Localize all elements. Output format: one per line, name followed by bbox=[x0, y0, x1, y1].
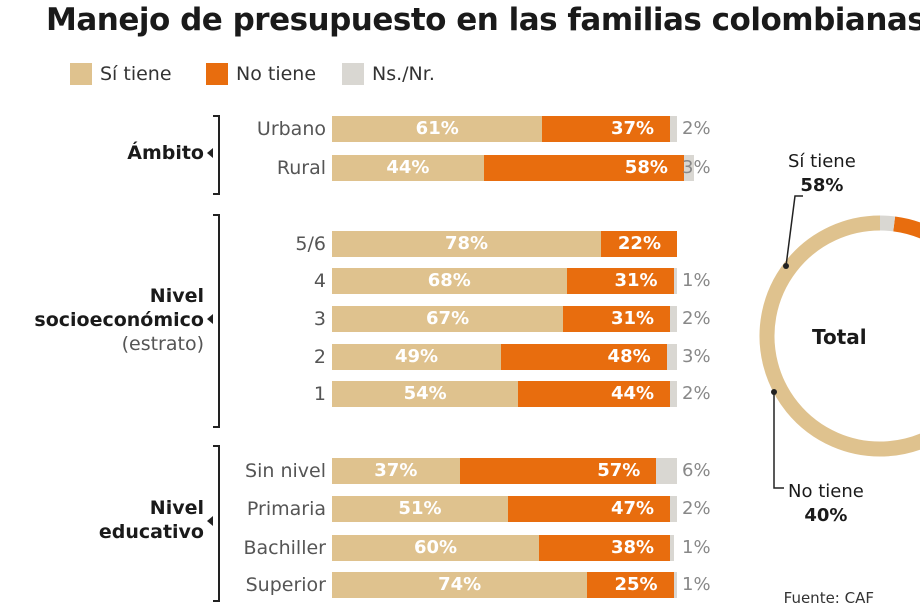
nsnr-value-label: 2% bbox=[682, 308, 711, 329]
bar-segment-nsnr bbox=[683, 155, 695, 181]
bar-segment-no: 22% bbox=[601, 231, 677, 257]
source-note: Fuente: CAF bbox=[783, 589, 874, 607]
group-label-ambito-text: Ámbito bbox=[127, 142, 204, 164]
legend-label-nsnr: Ns./Nr. bbox=[372, 63, 435, 85]
bar-segment-nsnr bbox=[670, 306, 677, 332]
nsnr-value-label: 2% bbox=[682, 498, 711, 519]
nsnr-value-label: 1% bbox=[682, 574, 711, 595]
nsnr-value-label: 2% bbox=[682, 118, 711, 139]
group-label-nivel-socio-line1: Nivel bbox=[149, 285, 204, 307]
group-label-nivel-edu: Nivel educativo bbox=[99, 496, 204, 544]
bracket-tick-ambito bbox=[207, 148, 213, 158]
donut-annotation-si: Sí tiene 58% bbox=[788, 150, 856, 198]
bar-segment-no: 37% bbox=[542, 116, 671, 142]
donut-annotation-si-value: 58% bbox=[800, 175, 844, 196]
nsnr-value-label: 6% bbox=[682, 460, 711, 481]
bar-segment-no: 38% bbox=[539, 535, 671, 561]
donut-slice-nsnr bbox=[879, 215, 896, 232]
bar-segment-no: 31% bbox=[563, 306, 671, 332]
legend-swatch-nsnr bbox=[342, 63, 364, 85]
bar-segment-nsnr bbox=[656, 458, 677, 484]
category-label: Rural bbox=[276, 157, 326, 179]
category-label: 1 bbox=[313, 383, 326, 405]
bar-segment-nsnr bbox=[670, 381, 677, 407]
donut-center-label: Total bbox=[812, 325, 867, 349]
bar-segment-no: 47% bbox=[507, 496, 671, 522]
bar-segment-si: 61% bbox=[332, 116, 543, 142]
bracket-ambito bbox=[213, 115, 220, 195]
bar-segment-no: 48% bbox=[501, 344, 667, 370]
donut-leader-no bbox=[773, 392, 784, 489]
bar-segment-nsnr bbox=[670, 496, 677, 522]
category-label: Bachiller bbox=[243, 537, 326, 559]
category-label: Urbano bbox=[256, 118, 326, 140]
donut-leader-dot-si bbox=[783, 263, 789, 269]
category-label: 5/6 bbox=[295, 233, 326, 255]
legend-label-no: No tiene bbox=[236, 63, 317, 85]
bar-segment-si: 74% bbox=[332, 572, 588, 598]
category-label: 4 bbox=[313, 270, 326, 292]
bar-segment-si: 37% bbox=[332, 458, 460, 484]
group-label-ambito: Ámbito bbox=[127, 141, 204, 165]
bar-segment-si: 60% bbox=[332, 535, 539, 561]
bracket-tick-nivel-socio bbox=[207, 314, 213, 324]
donut-leader-si bbox=[785, 195, 803, 267]
group-label-nivel-socio-sub: (estrato) bbox=[121, 333, 204, 355]
bracket-nivel-edu bbox=[213, 445, 220, 602]
category-label: Sin nivel bbox=[245, 460, 326, 482]
bar-segment-no: 31% bbox=[566, 268, 674, 294]
bar-segment-no: 57% bbox=[459, 458, 657, 484]
donut-annotation-no: No tiene 40% bbox=[788, 480, 864, 528]
group-label-nivel-edu-line1: Nivel bbox=[149, 497, 204, 519]
bar-segment-nsnr bbox=[670, 116, 677, 142]
nsnr-value-label: 1% bbox=[682, 270, 711, 291]
category-label: Superior bbox=[245, 574, 326, 596]
category-label: 3 bbox=[313, 308, 326, 330]
nsnr-value-label: 3% bbox=[682, 157, 711, 178]
bracket-tick-nivel-edu bbox=[207, 516, 213, 526]
bar-segment-si: 44% bbox=[332, 155, 484, 181]
legend-swatch-no bbox=[206, 63, 228, 85]
bar-segment-nsnr bbox=[673, 268, 677, 294]
bar-segment-si: 51% bbox=[332, 496, 508, 522]
bar-segment-si: 54% bbox=[332, 381, 519, 407]
bar-segment-no: 25% bbox=[587, 572, 674, 598]
bracket-nivel-socio bbox=[213, 214, 220, 428]
bar-segment-si: 67% bbox=[332, 306, 564, 332]
bar-segment-si: 68% bbox=[332, 268, 567, 294]
bar-segment-nsnr bbox=[670, 535, 674, 561]
group-label-nivel-edu-line2: educativo bbox=[98, 521, 204, 543]
bar-segment-si: 49% bbox=[332, 344, 502, 370]
nsnr-value-label: 1% bbox=[682, 537, 711, 558]
bar-segment-no: 44% bbox=[518, 381, 671, 407]
nsnr-value-label: 2% bbox=[682, 383, 711, 404]
donut-annotation-no-name: No tiene bbox=[788, 481, 864, 502]
nsnr-value-label: 3% bbox=[682, 346, 711, 367]
group-label-nivel-socio-line2: socioeconómico bbox=[34, 309, 204, 331]
bar-segment-nsnr bbox=[666, 344, 677, 370]
legend-swatch-si bbox=[70, 63, 92, 85]
chart-title: Manejo de presupuesto en las familias co… bbox=[46, 2, 920, 38]
bar-segment-nsnr bbox=[673, 572, 677, 598]
group-label-nivel-socio: Nivel socioeconómico (estrato) bbox=[34, 284, 204, 356]
category-label: 2 bbox=[313, 346, 326, 368]
donut-slice-no bbox=[893, 216, 920, 239]
bar-segment-si: 78% bbox=[332, 231, 602, 257]
donut-slice-si bbox=[759, 215, 920, 457]
donut-annotation-si-name: Sí tiene bbox=[788, 151, 856, 172]
donut-leader-dot-no bbox=[771, 389, 777, 395]
category-label: Primaria bbox=[246, 498, 326, 520]
bar-segment-no: 58% bbox=[483, 155, 684, 181]
legend-label-si: Sí tiene bbox=[100, 63, 172, 85]
donut-annotation-no-value: 40% bbox=[804, 505, 848, 526]
